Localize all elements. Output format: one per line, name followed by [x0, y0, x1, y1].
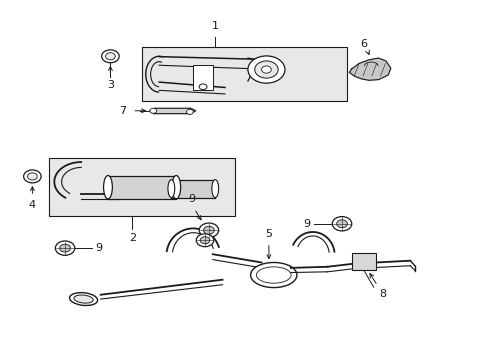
- Ellipse shape: [74, 295, 93, 303]
- Text: 1: 1: [211, 21, 218, 31]
- Text: 6: 6: [360, 39, 366, 49]
- Bar: [171, 180, 215, 198]
- Ellipse shape: [171, 176, 180, 199]
- Circle shape: [23, 170, 41, 183]
- Text: 9: 9: [95, 243, 102, 253]
- Bar: [142, 47, 346, 101]
- Circle shape: [203, 226, 214, 234]
- Ellipse shape: [167, 180, 174, 198]
- Circle shape: [150, 108, 157, 113]
- Text: 4: 4: [29, 200, 36, 210]
- Circle shape: [186, 109, 193, 114]
- Circle shape: [261, 66, 271, 73]
- Ellipse shape: [69, 293, 98, 306]
- Ellipse shape: [256, 267, 290, 283]
- Circle shape: [199, 223, 218, 237]
- Circle shape: [331, 217, 351, 231]
- Text: 2: 2: [128, 233, 136, 243]
- Circle shape: [254, 61, 278, 78]
- Ellipse shape: [211, 180, 218, 198]
- Text: 8: 8: [378, 289, 385, 300]
- Circle shape: [60, 244, 70, 252]
- Circle shape: [336, 220, 346, 228]
- Circle shape: [105, 53, 115, 60]
- Circle shape: [200, 237, 209, 244]
- Circle shape: [55, 241, 75, 255]
- Bar: [193, 65, 212, 90]
- Text: 7: 7: [119, 106, 126, 116]
- Circle shape: [247, 56, 285, 83]
- Text: 9: 9: [303, 219, 310, 229]
- Text: 5: 5: [265, 229, 272, 239]
- Bar: [351, 253, 375, 270]
- Circle shape: [27, 173, 37, 180]
- Polygon shape: [348, 58, 390, 80]
- Circle shape: [196, 234, 213, 247]
- Text: 9: 9: [188, 194, 195, 204]
- Text: 3: 3: [107, 80, 114, 90]
- Polygon shape: [149, 108, 195, 114]
- Bar: [49, 158, 234, 216]
- Circle shape: [102, 50, 119, 63]
- Ellipse shape: [250, 262, 296, 288]
- Bar: [108, 176, 176, 199]
- Ellipse shape: [103, 176, 112, 199]
- Circle shape: [199, 84, 206, 90]
